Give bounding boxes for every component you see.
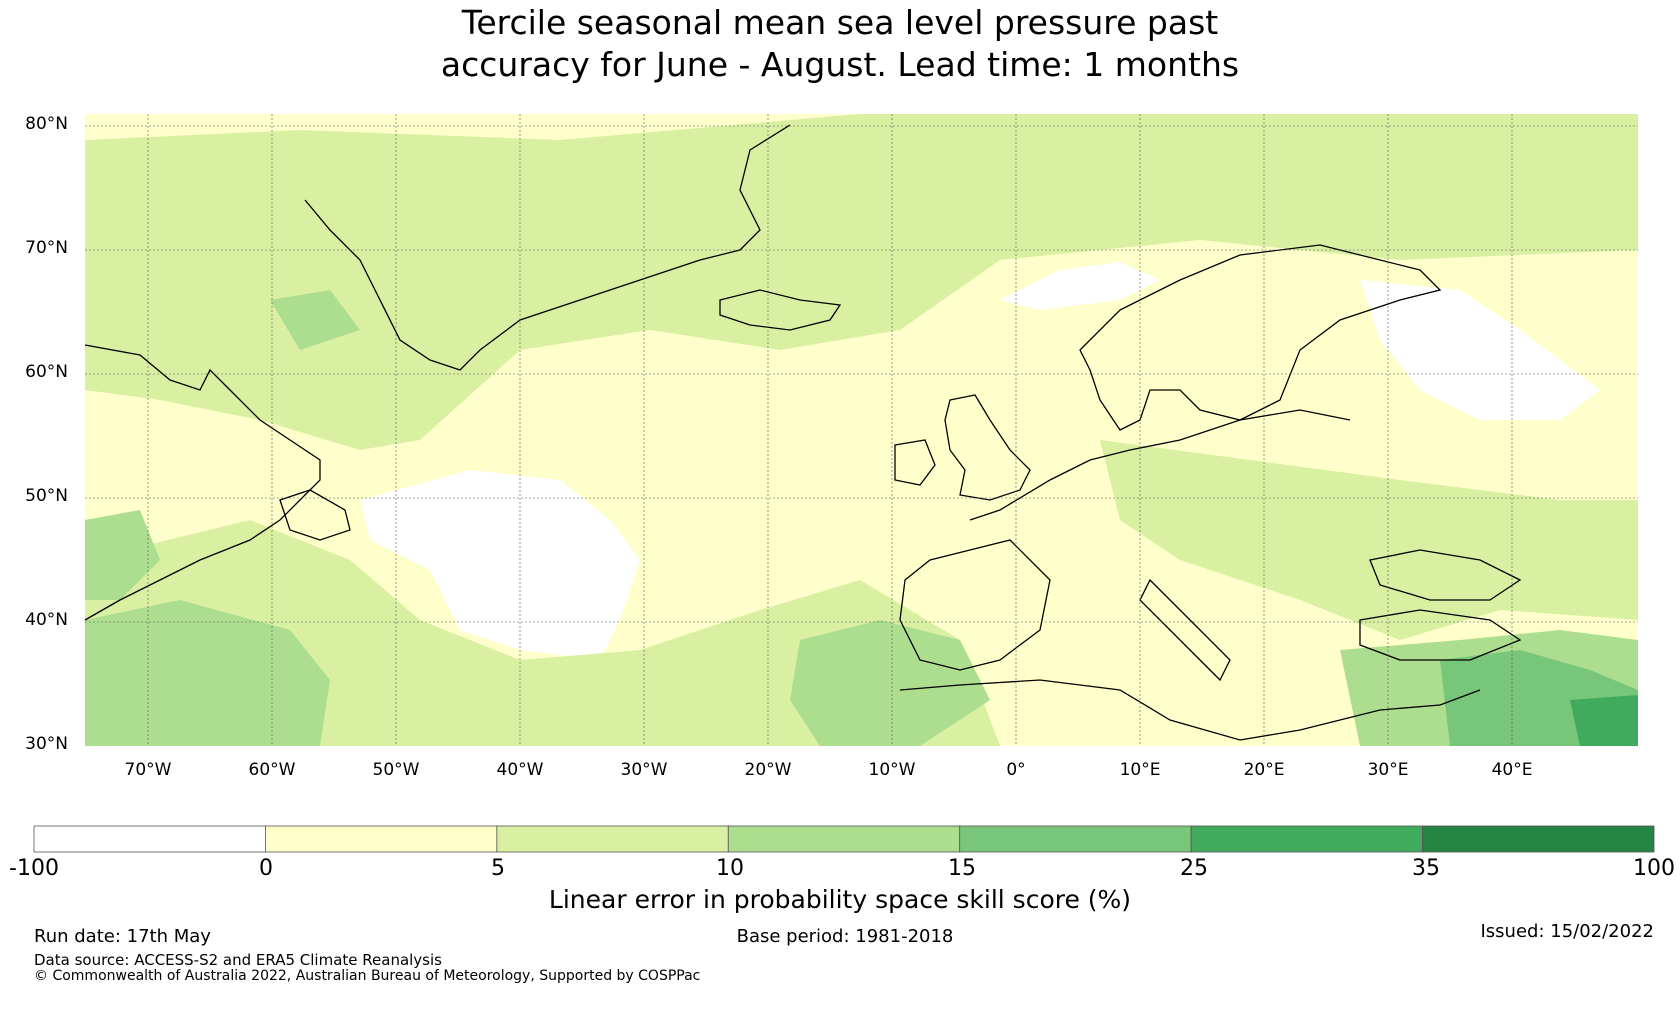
lon-label-10w: 10°W <box>868 760 916 780</box>
colorbar-bin <box>496 825 729 853</box>
chart-title: Tercile seasonal mean sea level pressure… <box>0 2 1680 86</box>
region-russia-low <box>1360 280 1600 420</box>
iberia-coast <box>899 539 1051 671</box>
copyright: © Commonwealth of Australia 2022, Austra… <box>34 968 701 984</box>
newfoundland-coast <box>279 489 351 541</box>
ireland-coast <box>894 439 936 486</box>
lon-label-10e: 10°E <box>1119 760 1161 780</box>
britain-coast <box>944 394 1031 501</box>
region-greenland-band <box>270 290 360 350</box>
colorbar-title: Linear error in probability space skill … <box>548 885 1132 914</box>
colorbar-bin <box>1190 825 1423 853</box>
title-line-1: Tercile seasonal mean sea level pressure… <box>461 3 1219 42</box>
lat-label-60n: 60°N <box>25 362 68 382</box>
region-labrador <box>85 510 160 600</box>
run-date: Run date: 17th May <box>34 926 211 947</box>
colorbar-tick-label: 10 <box>716 856 744 881</box>
lat-label-70n: 70°N <box>25 238 68 258</box>
lon-label-60w: 60°W <box>248 760 296 780</box>
black-sea-coast <box>1369 549 1522 601</box>
lon-label-30w: 30°W <box>620 760 668 780</box>
colorbar-tick-label: 100 <box>1633 856 1675 881</box>
colorbar-bin <box>33 825 266 853</box>
region-north-atlantic <box>85 114 1638 450</box>
region-canary <box>790 620 990 746</box>
lon-label-30e: 30°E <box>1367 760 1409 780</box>
base-period: Base period: 1981-2018 <box>736 926 954 947</box>
colorbar-tick-label: 15 <box>948 856 976 881</box>
canada-coast <box>84 344 321 621</box>
lon-label-20w: 20°W <box>744 760 792 780</box>
colorbar <box>33 825 1655 853</box>
lon-label-40e: 40°E <box>1491 760 1533 780</box>
data-source: Data source: ACCESS-S2 and ERA5 Climate … <box>34 951 442 969</box>
region-subtropical-west <box>85 600 330 746</box>
lon-label-40w: 40°W <box>496 760 544 780</box>
colorbar-bin <box>959 825 1192 853</box>
region-central-atlantic-low <box>360 470 640 660</box>
lat-label-30n: 30°N <box>25 734 68 754</box>
colorbar-bin <box>1422 825 1655 853</box>
colorbar-tick-label: 35 <box>1412 856 1440 881</box>
africa-coast <box>899 679 1481 741</box>
scandinavia-coast <box>1079 244 1442 431</box>
lon-label-0: 0° <box>1006 760 1026 780</box>
anatolia-coast <box>1359 609 1522 661</box>
colorbar-tick-label: 0 <box>259 856 273 881</box>
lat-label-50n: 50°N <box>25 486 68 506</box>
gridlines <box>85 114 1638 746</box>
region-east-europe <box>1100 440 1638 640</box>
colorbar-bin <box>727 825 961 853</box>
region-middle-east <box>1570 695 1638 746</box>
colorbar-tick-label: 25 <box>1180 856 1208 881</box>
lat-label-80n: 80°N <box>25 114 68 134</box>
colorbar-tick-label: -100 <box>9 856 59 881</box>
italy-coast <box>1139 578 1231 682</box>
skill-regions <box>85 114 1638 746</box>
lon-label-50w: 50°W <box>372 760 420 780</box>
lon-label-70w: 70°W <box>124 760 172 780</box>
title-line-2: accuracy for June - August. Lead time: 1… <box>440 45 1240 84</box>
colorbar-tick-label: 5 <box>491 856 505 881</box>
europe-coast <box>969 409 1351 521</box>
colorbar-bin <box>265 825 498 853</box>
region-norway-sea-low <box>1000 262 1160 310</box>
lat-label-40n: 40°N <box>25 610 68 630</box>
iceland-coast <box>719 289 842 331</box>
lon-label-20e: 20°E <box>1243 760 1285 780</box>
issued-date: Issued: 15/02/2022 <box>1480 921 1654 942</box>
